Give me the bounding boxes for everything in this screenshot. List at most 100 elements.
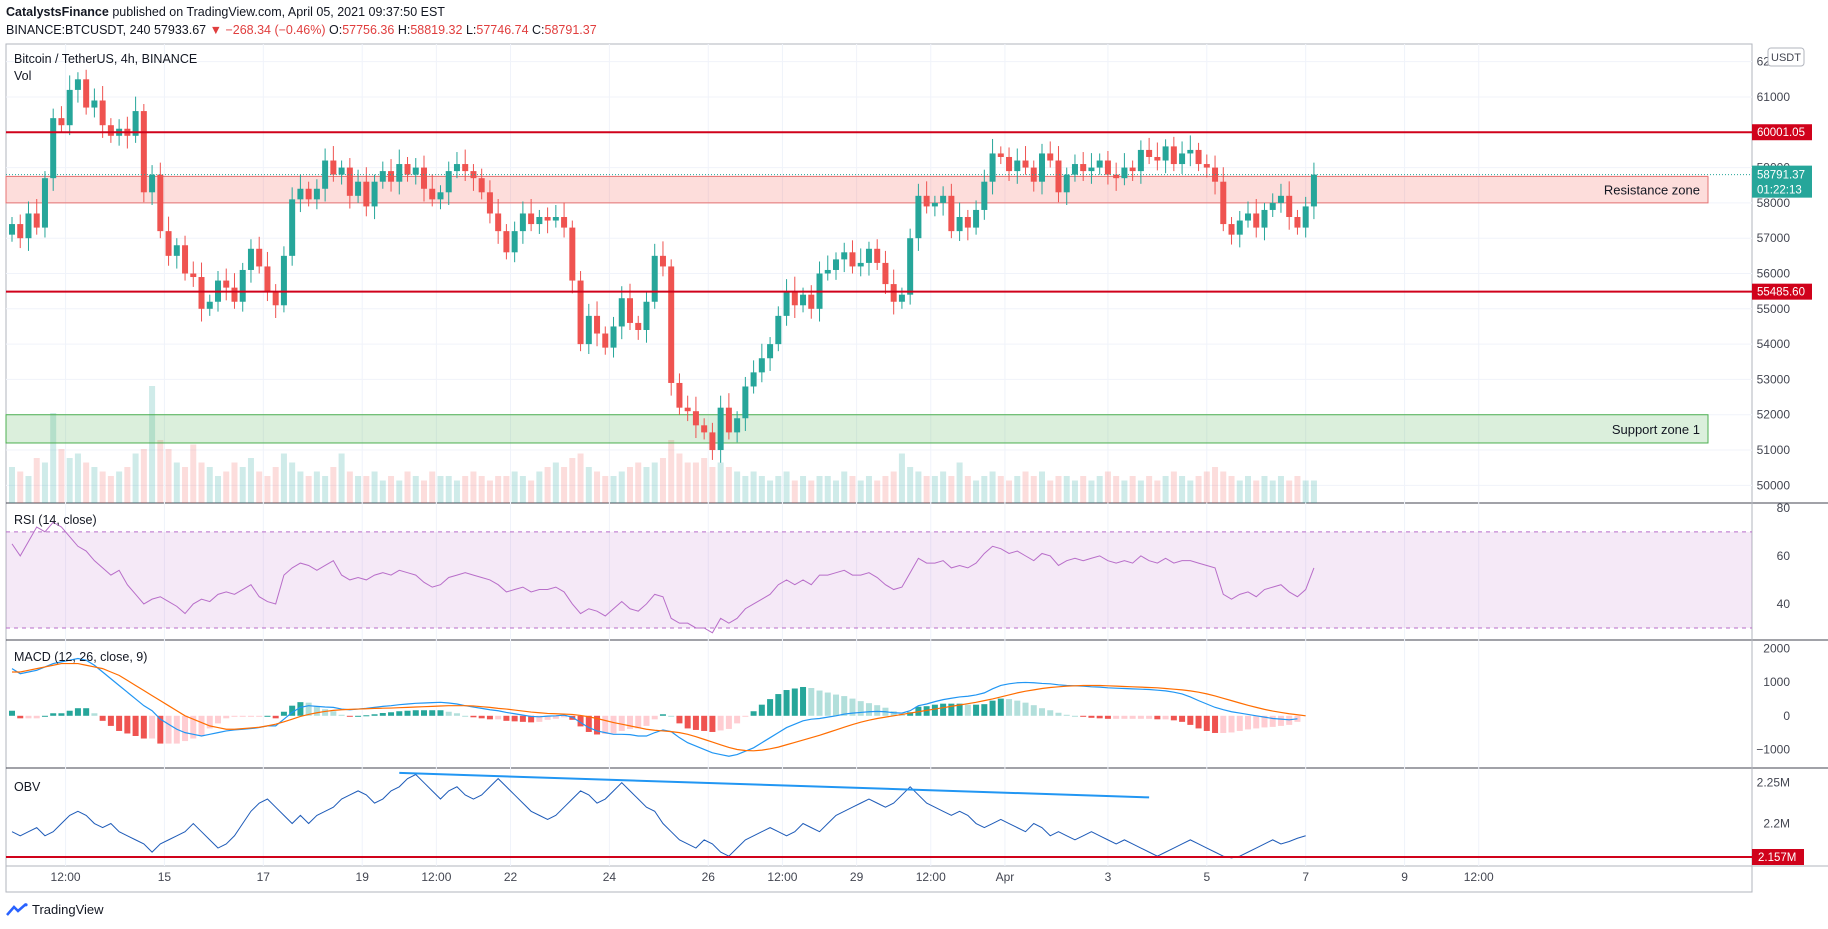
candle-body xyxy=(503,231,510,253)
volume-bar xyxy=(750,471,757,503)
volume-bar xyxy=(775,476,782,503)
volume-bar xyxy=(643,467,650,503)
footer-brand[interactable]: TradingView xyxy=(32,902,104,917)
volume-bar xyxy=(1104,471,1111,503)
candle-body xyxy=(1220,181,1227,225)
volume-bar xyxy=(569,458,576,503)
volume-bar xyxy=(1088,480,1095,503)
volume-bar xyxy=(322,476,329,503)
macd-histogram-bar xyxy=(149,715,156,739)
volume-bar xyxy=(404,471,411,503)
macd-histogram-bar xyxy=(74,708,81,716)
candle-body xyxy=(659,255,666,267)
open-label: O: xyxy=(329,23,343,37)
candle-body xyxy=(1179,153,1186,165)
candle-body xyxy=(453,164,460,172)
volume-bar xyxy=(577,453,584,503)
macd-histogram-bar xyxy=(404,710,411,716)
volume-bar xyxy=(1269,480,1276,503)
candle-body xyxy=(1137,149,1144,172)
volume-bar xyxy=(824,476,831,503)
level-price-label: 55485.60 xyxy=(1757,287,1805,299)
candle-body xyxy=(478,178,485,193)
obv-tick-label: 2.2M xyxy=(1763,817,1790,831)
obv-pane-title: OBV xyxy=(14,780,41,794)
volume-bar xyxy=(849,476,856,503)
candle-body xyxy=(239,269,246,302)
candle-body xyxy=(931,202,938,207)
macd-histogram-bar xyxy=(519,715,526,722)
volume-bar xyxy=(486,480,493,503)
candle-body xyxy=(421,167,427,189)
macd-histogram-bar xyxy=(874,705,881,716)
candle-body xyxy=(907,238,914,295)
volume-bar xyxy=(1154,480,1161,503)
volume-bar xyxy=(865,476,872,503)
macd-histogram-bar xyxy=(83,708,90,716)
author-name[interactable]: CatalystsFinance xyxy=(6,5,109,19)
macd-histogram-bar xyxy=(1088,715,1095,718)
ohlc-line: BINANCE:BTCUSDT, 240 57933.67 ▼ −268.34 … xyxy=(6,21,597,39)
volume-bar xyxy=(940,471,947,503)
volume-bar xyxy=(964,476,971,503)
candle-body xyxy=(528,213,535,225)
macd-histogram-bar xyxy=(800,686,807,716)
volume-bar xyxy=(305,476,312,503)
price-tick-label: 53000 xyxy=(1757,372,1791,386)
obv-level-tag xyxy=(1752,849,1804,865)
candle-body xyxy=(1162,146,1169,161)
close-label: C: xyxy=(532,23,545,37)
volume-bar xyxy=(297,471,304,503)
macd-histogram-bar xyxy=(379,713,386,716)
volume-bar xyxy=(247,458,254,503)
candle-body xyxy=(1055,160,1062,193)
macd-histogram-bar xyxy=(215,715,221,724)
macd-histogram-bar xyxy=(734,715,741,724)
candle-body xyxy=(841,252,848,260)
macd-histogram-bar xyxy=(486,715,493,720)
volume-bar xyxy=(429,471,436,503)
x-tick-label: 9 xyxy=(1401,870,1408,884)
price-change: ▼ −268.34 (−0.46%) xyxy=(209,23,326,37)
volume-bar xyxy=(83,462,90,503)
macd-histogram-bar xyxy=(9,710,15,716)
volume-bar xyxy=(931,476,938,503)
volume-bar xyxy=(1047,480,1054,503)
macd-histogram-bar xyxy=(1063,714,1070,716)
volume-bar xyxy=(91,467,98,503)
volume-bar xyxy=(915,471,922,503)
volume-bar xyxy=(791,480,798,503)
macd-histogram-bar xyxy=(1170,715,1177,721)
volume-bar xyxy=(346,471,353,503)
candle-body xyxy=(1088,167,1095,172)
volume-bar xyxy=(58,449,65,503)
volume-bar xyxy=(585,467,592,503)
macd-histogram-bar xyxy=(1277,715,1284,726)
macd-histogram-bar xyxy=(396,711,403,716)
macd-histogram-bar xyxy=(651,715,658,720)
volume-bar xyxy=(758,476,765,503)
rsi-band xyxy=(6,531,1752,628)
candle-body xyxy=(651,255,658,302)
candle-body xyxy=(1195,149,1202,165)
volume-bar xyxy=(206,467,213,503)
volume-bar xyxy=(107,476,114,503)
macd-histogram-bar xyxy=(1039,708,1045,716)
x-tick-label: 3 xyxy=(1105,870,1112,884)
volume-bar xyxy=(668,440,675,503)
macd-histogram-bar xyxy=(1261,715,1268,728)
macd-histogram-bar xyxy=(544,715,551,720)
volume-bar xyxy=(264,476,271,503)
volume-bar xyxy=(215,476,221,503)
volume-bar xyxy=(470,471,477,503)
macd-histogram-bar xyxy=(610,715,617,734)
x-tick-label: 17 xyxy=(257,870,271,884)
macd-histogram-bar xyxy=(643,715,650,726)
macd-histogram-bar xyxy=(1212,715,1219,733)
candle-body xyxy=(635,322,642,330)
currency-label: USDT xyxy=(1771,52,1801,64)
volume-bar xyxy=(33,458,40,503)
volume-bar xyxy=(124,467,131,503)
tradingview-logo-icon xyxy=(6,902,28,916)
